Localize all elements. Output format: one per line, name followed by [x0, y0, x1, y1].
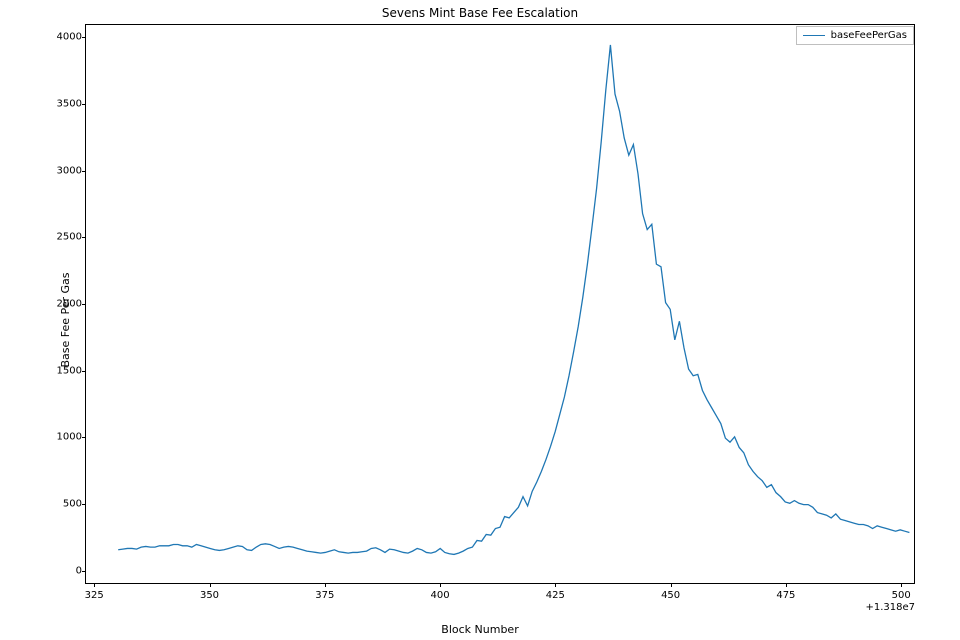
x-tick-label: 375 — [315, 590, 334, 601]
chart-title: Sevens Mint Base Fee Escalation — [0, 6, 960, 20]
y-tick-mark — [82, 571, 85, 572]
y-tick-mark — [82, 171, 85, 172]
y-tick-label: 3000 — [42, 165, 82, 176]
y-tick-mark — [82, 504, 85, 505]
y-tick-label: 500 — [42, 499, 82, 510]
y-tick-mark — [82, 304, 85, 305]
y-tick-label: 2500 — [42, 232, 82, 243]
x-tick-mark — [901, 584, 902, 587]
y-tick-mark — [82, 437, 85, 438]
x-tick-label: 425 — [546, 590, 565, 601]
x-tick-mark — [440, 584, 441, 587]
y-tick-mark — [82, 371, 85, 372]
y-tick-mark — [82, 37, 85, 38]
x-tick-mark — [786, 584, 787, 587]
y-tick-label: 1000 — [42, 432, 82, 443]
y-tick-label: 2000 — [42, 299, 82, 310]
legend-line-swatch — [803, 35, 825, 36]
y-tick-label: 3500 — [42, 99, 82, 110]
x-tick-mark — [555, 584, 556, 587]
y-tick-mark — [82, 104, 85, 105]
plot-area — [85, 24, 915, 584]
x-tick-label: 325 — [85, 590, 104, 601]
chart-container: Sevens Mint Base Fee Escalation Base Fee… — [0, 0, 960, 640]
y-tick-label: 1500 — [42, 365, 82, 376]
y-tick-mark — [82, 237, 85, 238]
x-tick-mark — [94, 584, 95, 587]
y-tick-label: 0 — [42, 565, 82, 576]
legend: baseFeePerGas — [796, 26, 914, 45]
line-series — [86, 25, 914, 583]
x-tick-label: 350 — [200, 590, 219, 601]
x-tick-label: 400 — [431, 590, 450, 601]
x-tick-mark — [210, 584, 211, 587]
y-axis-label: Base Fee Per Gas — [59, 272, 72, 367]
legend-label: baseFeePerGas — [831, 30, 907, 41]
x-tick-mark — [671, 584, 672, 587]
x-tick-label: 475 — [776, 590, 795, 601]
x-tick-mark — [325, 584, 326, 587]
x-axis-label: Block Number — [0, 623, 960, 636]
x-tick-label: 500 — [892, 590, 911, 601]
x-tick-label: 450 — [661, 590, 680, 601]
x-offset-text: +1.318e7 — [865, 602, 915, 613]
y-tick-label: 4000 — [42, 32, 82, 43]
